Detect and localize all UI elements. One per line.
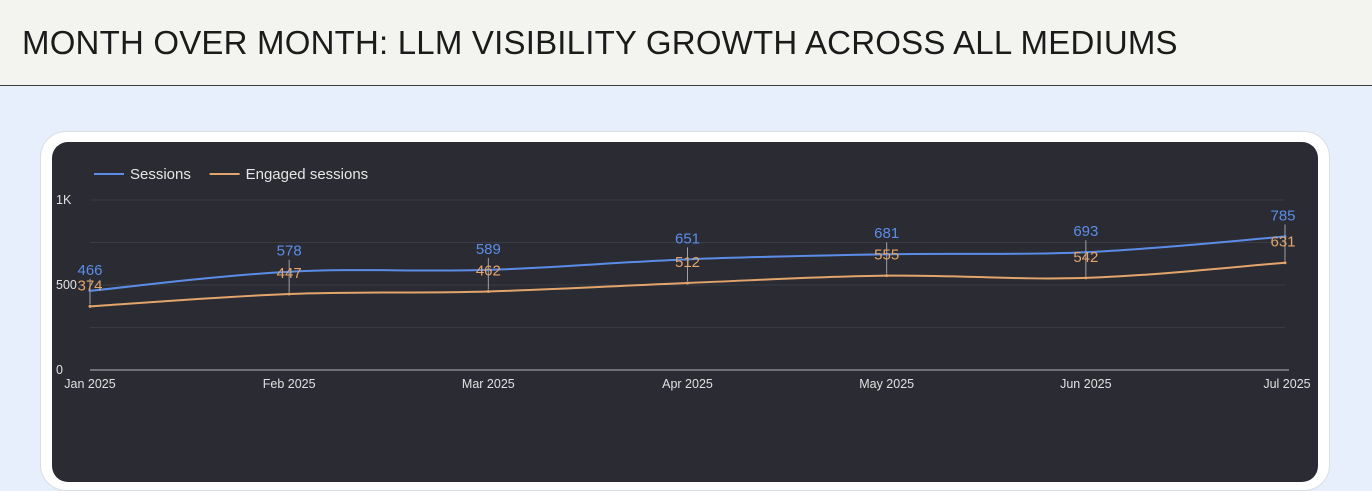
x-axis-ticks: Jan 2025 Feb 2025 Mar 2025 Apr 2025 May 2025… (64, 377, 1310, 391)
data-point (686, 281, 689, 285)
data-point (1283, 261, 1287, 265)
data-label: 589 (476, 241, 501, 258)
page-header: MONTH OVER MONTH: LLM VISIBILITY GROWTH … (0, 0, 1372, 86)
data-label: 578 (277, 243, 302, 260)
line-chart: Sessions Engaged sessions 0 500 1K Jan 2025… (56, 166, 1311, 391)
y-tick-label: 1K (56, 193, 72, 207)
data-point (486, 289, 490, 293)
data-label: 466 (77, 262, 102, 279)
x-tick-label: Jan 2025 (64, 377, 115, 391)
series-lines (88, 224, 1287, 308)
legend-label: Engaged sessions (246, 166, 369, 183)
data-label: 512 (675, 254, 700, 271)
data-point (686, 257, 689, 261)
data-label: 693 (1073, 223, 1098, 240)
y-tick-label: 0 (56, 363, 63, 377)
x-tick-label: May 2025 (859, 377, 914, 391)
data-label: 447 (277, 265, 302, 282)
x-tick-label: Jul 2025 (1263, 377, 1310, 391)
data-point (88, 304, 92, 308)
grid-lines (90, 199, 1289, 371)
data-point (885, 274, 889, 278)
data-label: 631 (1270, 234, 1295, 251)
data-point (1084, 276, 1088, 280)
data-label: 374 (77, 277, 102, 294)
x-tick-label: Mar 2025 (462, 377, 515, 391)
x-tick-label: Feb 2025 (263, 377, 316, 391)
x-tick-label: Apr 2025 (662, 377, 713, 391)
y-axis-ticks: 0 500 1K (56, 193, 77, 377)
data-labels: 466 578 589 651 681 693 785 374 447 462 512 555 542 6… (77, 208, 1295, 295)
data-label: 462 (476, 262, 501, 279)
data-point (885, 252, 889, 256)
legend-label: Sessions (130, 166, 191, 183)
data-label: 651 (675, 230, 700, 247)
data-point (1283, 235, 1287, 239)
data-point (287, 270, 291, 274)
data-label: 785 (1270, 208, 1295, 225)
data-point (88, 289, 92, 293)
legend: Sessions Engaged sessions (94, 166, 368, 183)
data-point (287, 292, 291, 296)
data-point (486, 268, 490, 272)
chart-card: Sessions Engaged sessions 0 500 1K Jan 2025… (52, 142, 1318, 482)
y-tick-label: 500 (56, 278, 77, 292)
x-tick-label: Jun 2025 (1060, 377, 1111, 391)
data-label: 681 (874, 225, 899, 242)
data-point (1084, 250, 1088, 254)
data-label: 555 (874, 247, 899, 264)
data-label: 542 (1073, 249, 1098, 266)
page-title: MONTH OVER MONTH: LLM VISIBILITY GROWTH … (22, 24, 1178, 61)
